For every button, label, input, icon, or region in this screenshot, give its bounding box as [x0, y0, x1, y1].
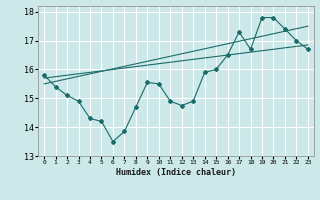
- X-axis label: Humidex (Indice chaleur): Humidex (Indice chaleur): [116, 168, 236, 177]
